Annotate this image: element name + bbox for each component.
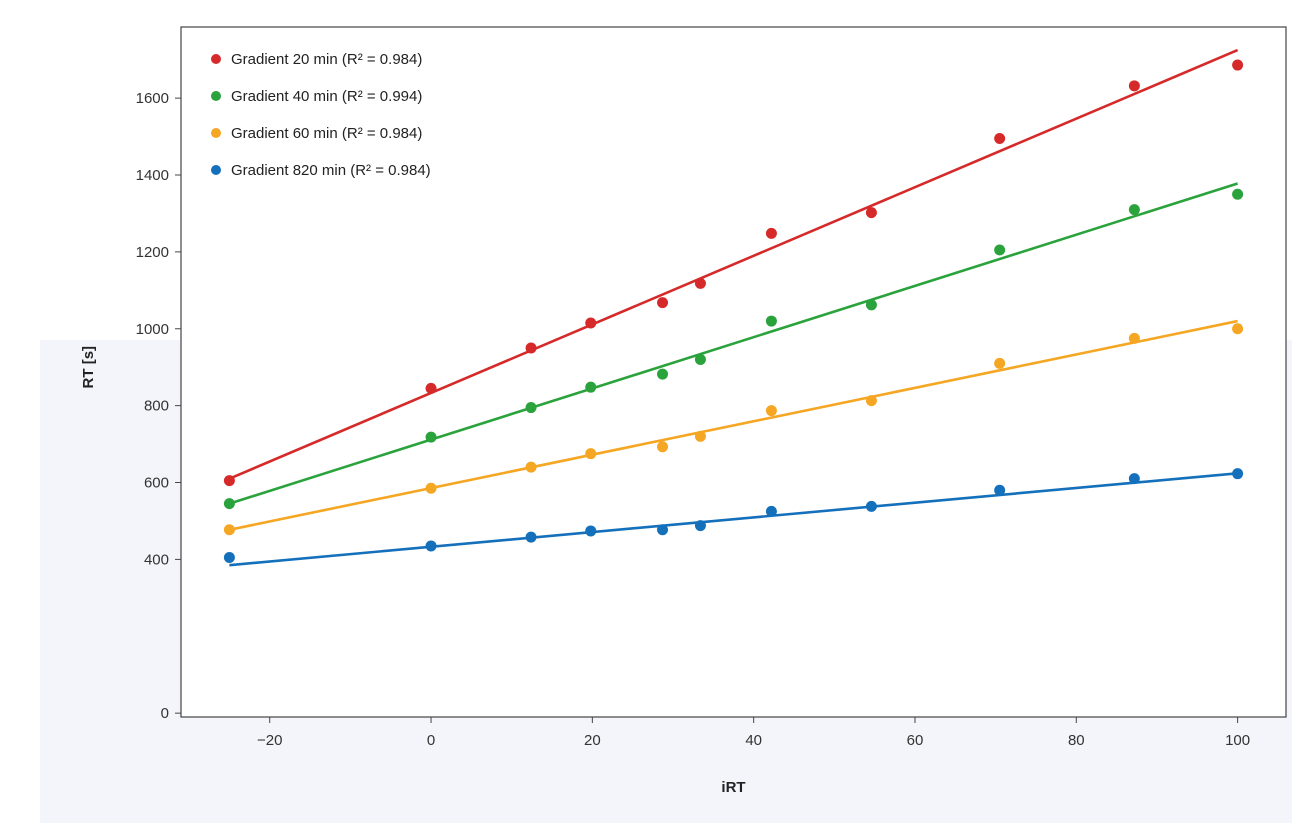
fit-line <box>229 182 1238 505</box>
data-point <box>994 244 1006 256</box>
y-tick-label: 800 <box>144 398 169 415</box>
legend-label: Gradient 820 min (R² = 0.984) <box>231 162 431 179</box>
fit-line <box>228 48 1239 480</box>
series-0 <box>223 48 1244 487</box>
legend: Gradient 20 min (R² = 0.984) Gradient 40 … <box>211 51 431 179</box>
legend-label: Gradient 40 min (R² = 0.994) <box>231 88 422 105</box>
data-point <box>223 551 235 563</box>
data-point <box>765 227 777 239</box>
y-axis-title: RT [s] <box>80 346 97 389</box>
data-point <box>865 500 877 512</box>
data-point <box>1232 188 1244 200</box>
data-point <box>657 297 669 309</box>
data-point <box>1128 332 1140 344</box>
data-point <box>765 315 777 327</box>
x-tick-label: 60 <box>907 732 924 749</box>
data-point <box>585 448 597 460</box>
data-point <box>765 405 777 417</box>
legend-label: Gradient 60 min (R² = 0.984) <box>231 125 422 142</box>
x-axis-title: iRT <box>721 779 745 796</box>
series-2 <box>223 319 1244 536</box>
plot-area <box>180 26 1287 718</box>
series-layer <box>223 48 1244 567</box>
x-tick-label: 80 <box>1068 732 1085 749</box>
data-point <box>694 354 706 366</box>
x-tick-label: 20 <box>584 732 601 749</box>
data-point <box>694 430 706 442</box>
y-tick-label: 1200 <box>136 244 169 261</box>
y-tick-label: 1600 <box>136 90 169 107</box>
data-point <box>994 357 1006 369</box>
data-point <box>865 395 877 407</box>
fit-line <box>229 319 1238 532</box>
x-tick-label: 40 <box>745 732 762 749</box>
data-point <box>1128 473 1140 485</box>
data-point <box>694 277 706 289</box>
legend-label: Gradient 20 min (R² = 0.984) <box>231 51 422 68</box>
data-point <box>657 441 669 453</box>
data-point <box>994 132 1006 144</box>
y-tick-label: 1000 <box>136 321 169 338</box>
legend-marker <box>211 91 221 101</box>
data-point <box>765 505 777 517</box>
x-tick-label: 0 <box>427 732 435 749</box>
data-point <box>525 461 537 473</box>
data-point <box>1232 468 1244 480</box>
data-point <box>425 540 437 552</box>
data-point <box>525 342 537 354</box>
y-tick-label: 0 <box>161 705 169 722</box>
data-point <box>657 524 669 536</box>
data-point <box>994 484 1006 496</box>
data-point <box>694 520 706 532</box>
y-tick-label: 600 <box>144 475 169 492</box>
y-tick-label: 1400 <box>136 167 169 184</box>
series-3 <box>223 468 1244 567</box>
data-point <box>585 525 597 537</box>
data-point <box>585 381 597 393</box>
data-point <box>525 531 537 543</box>
fit-line <box>229 471 1238 567</box>
data-point <box>1232 323 1244 335</box>
data-point <box>223 475 235 487</box>
data-point <box>425 382 437 394</box>
x-tick-label: −20 <box>257 732 282 749</box>
data-point <box>223 524 235 536</box>
data-point <box>425 482 437 494</box>
x-axis: −20 0 20 40 60 80 100 <box>257 717 1250 749</box>
y-axis: 0 400 600 800 1000 1200 1400 1600 <box>136 90 181 722</box>
data-point <box>525 402 537 414</box>
data-point <box>1128 204 1140 216</box>
data-point <box>1232 59 1244 71</box>
legend-marker <box>211 54 221 64</box>
series-1 <box>223 182 1244 510</box>
data-point <box>657 368 669 380</box>
data-point <box>865 299 877 311</box>
legend-marker <box>211 165 221 175</box>
legend-marker <box>211 128 221 138</box>
x-tick-label: 100 <box>1225 732 1250 749</box>
data-point <box>1128 80 1140 92</box>
data-point <box>585 317 597 329</box>
data-point <box>425 431 437 443</box>
y-tick-label: 400 <box>144 551 169 568</box>
data-point <box>865 207 877 219</box>
data-point <box>223 498 235 510</box>
